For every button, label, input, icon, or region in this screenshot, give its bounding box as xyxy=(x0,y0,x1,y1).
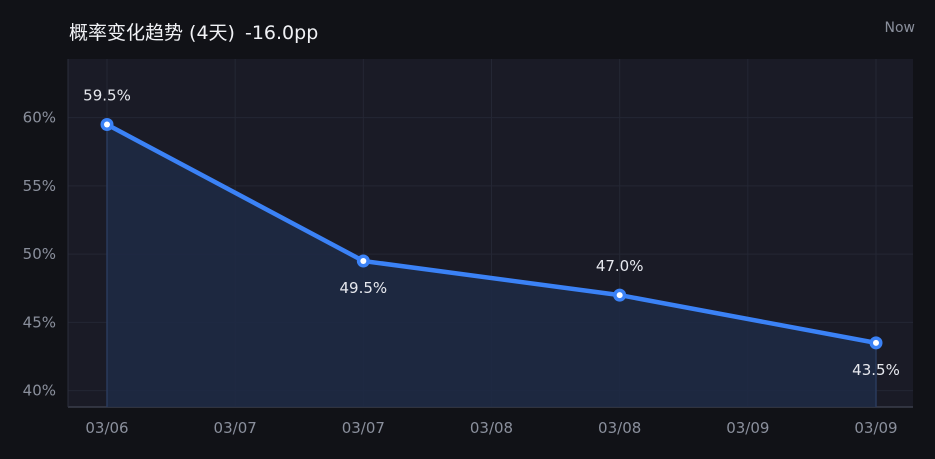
y-tick-label: 60% xyxy=(23,109,56,127)
x-tick-label: 03/07 xyxy=(342,419,385,437)
x-tick-label: 03/09 xyxy=(854,419,897,437)
chart-title: 概率变化趋势 (4天) -16.0pp xyxy=(69,18,318,45)
y-tick-label: 40% xyxy=(23,382,56,400)
change-value: -16.0pp xyxy=(244,22,319,44)
x-tick-label: 03/07 xyxy=(214,419,257,437)
data-point-center xyxy=(873,339,879,346)
title-text: 概率变化趋势 (4天) xyxy=(69,22,235,44)
x-tick-label: 03/08 xyxy=(470,419,513,437)
data-label: 49.5% xyxy=(340,279,388,297)
y-tick-label: 55% xyxy=(23,177,56,195)
chart-header: 概率变化趋势 (4天) -16.0pp Now xyxy=(69,16,915,50)
now-label: Now xyxy=(884,20,916,36)
y-tick-label: 50% xyxy=(23,245,56,263)
data-label: 47.0% xyxy=(596,257,644,275)
area-fill xyxy=(107,124,876,407)
data-label: 59.5% xyxy=(83,87,131,105)
x-tick-label: 03/08 xyxy=(598,419,641,437)
y-tick-label: 45% xyxy=(23,313,56,331)
data-point-center xyxy=(360,257,367,264)
series-line xyxy=(104,122,879,346)
data-point-center xyxy=(616,292,623,299)
data-point-center xyxy=(104,121,110,128)
x-tick-label: 03/09 xyxy=(726,419,769,437)
x-tick-label: 03/06 xyxy=(85,419,128,437)
data-label: 43.5% xyxy=(852,361,900,379)
